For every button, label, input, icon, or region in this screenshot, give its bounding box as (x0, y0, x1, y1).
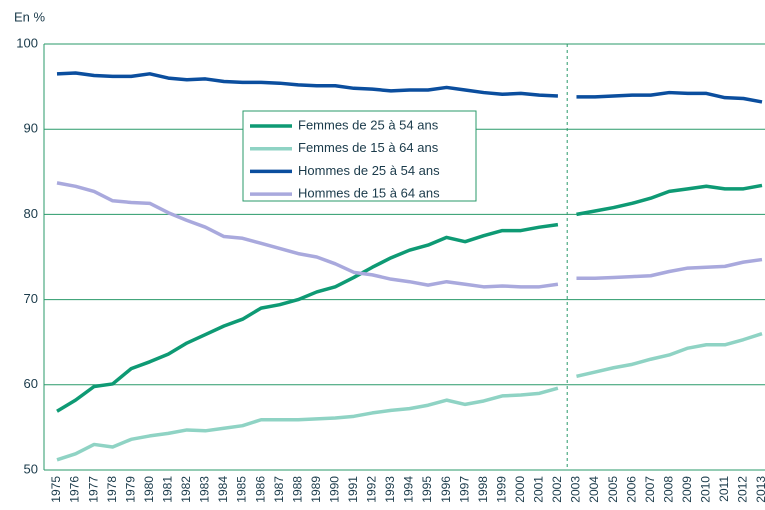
legend-label: Hommes de 15 à 64 ans (298, 186, 440, 201)
x-tick-label: 1987 (272, 476, 286, 503)
x-tick-label: 1999 (494, 476, 508, 503)
x-tick-label: 1986 (253, 476, 267, 503)
x-tick-label: 1984 (216, 476, 230, 503)
x-tick-label: 1996 (439, 476, 453, 503)
y-tick-label: 50 (24, 461, 38, 476)
x-tick-label: 1995 (420, 476, 434, 503)
y-tick-label: 60 (24, 376, 38, 391)
x-tick-label: 2004 (587, 476, 601, 503)
x-tick-label: 1992 (365, 476, 379, 503)
x-tick-label: 1991 (346, 476, 360, 503)
x-tick-label: 2005 (606, 476, 620, 503)
x-tick-label: 2002 (550, 476, 564, 503)
x-tick-label: 2007 (643, 476, 657, 503)
x-tick-label: 2008 (661, 476, 675, 503)
x-tick-label: 1978 (105, 476, 119, 503)
x-tick-label: 1993 (383, 476, 397, 503)
y-axis-label: En % (14, 9, 46, 24)
series-line (576, 332, 763, 378)
x-tick-label: 1983 (198, 476, 212, 503)
x-tick-label: 2013 (754, 476, 765, 503)
x-tick-label: 1977 (86, 476, 100, 503)
x-tick-label: 1981 (160, 476, 174, 503)
series-line (576, 257, 763, 281)
y-tick-label: 90 (24, 121, 38, 136)
x-tick-label: 2012 (736, 476, 750, 503)
series-line (56, 386, 559, 462)
x-tick-label: 1982 (179, 476, 193, 503)
x-tick-label: 2009 (680, 476, 694, 503)
y-tick-label: 80 (24, 206, 38, 221)
x-tick-label: 1989 (309, 476, 323, 503)
legend-label: Hommes de 25 à 54 ans (298, 163, 440, 178)
x-tick-label: 1976 (68, 476, 82, 503)
x-tick-label: 1975 (49, 476, 63, 503)
y-tick-label: 70 (24, 291, 38, 306)
x-tick-label: 2006 (624, 476, 638, 503)
x-tick-label: 1994 (402, 476, 416, 503)
x-tick-label: 2010 (699, 476, 713, 503)
x-tick-label: 1988 (290, 476, 304, 503)
x-tick-label: 2003 (569, 476, 583, 503)
series-line (56, 181, 559, 289)
x-tick-label: 2011 (717, 476, 731, 502)
x-tick-label: 1998 (476, 476, 490, 503)
x-tick-label: 2000 (513, 476, 527, 503)
y-tick-label: 100 (16, 35, 38, 50)
legend-label: Femmes de 15 à 64 ans (298, 140, 439, 155)
series-line (56, 222, 559, 413)
x-tick-label: 1985 (235, 476, 249, 503)
x-tick-label: 1980 (142, 476, 156, 503)
series-line (56, 71, 559, 98)
series-line (576, 183, 763, 217)
x-tick-label: 1990 (327, 476, 341, 503)
legend-label: Femmes de 25 à 54 ans (298, 117, 439, 132)
x-tick-label: 1979 (123, 476, 137, 503)
x-tick-label: 1997 (457, 476, 471, 503)
x-tick-label: 2001 (532, 476, 546, 503)
series-line (576, 90, 763, 104)
